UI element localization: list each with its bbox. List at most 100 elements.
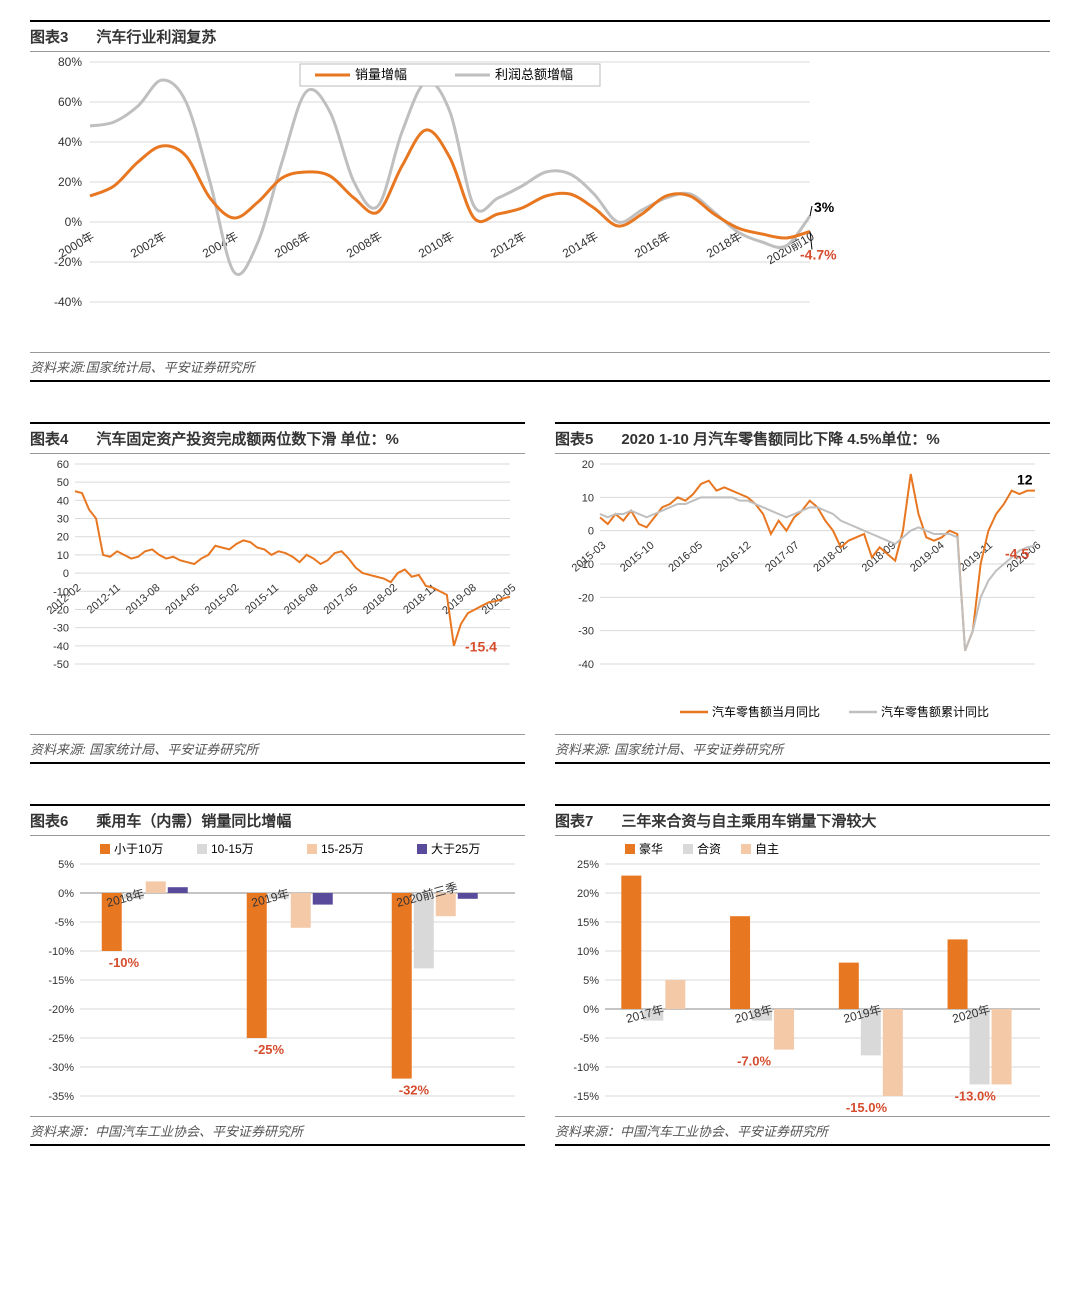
svg-text:2018年: 2018年: [105, 886, 146, 910]
svg-text:-30: -30: [578, 626, 594, 638]
row-67: 图表6 乘用车（内需）销量同比增幅 -35%-30%-25%-20%-15%-1…: [30, 804, 1050, 1146]
chart4-source: 资料来源: 国家统计局、平安证券研究所: [30, 734, 525, 764]
chart7-title: 三年来合资与自主乘用车销量下滑较大: [621, 810, 876, 831]
svg-text:2010年: 2010年: [416, 229, 457, 260]
svg-text:-25%: -25%: [48, 1033, 74, 1045]
svg-text:2012-11: 2012-11: [85, 582, 123, 617]
svg-text:-30: -30: [53, 623, 69, 635]
svg-text:10%: 10%: [577, 946, 599, 958]
svg-text:2018-09: 2018-09: [860, 539, 899, 574]
svg-text:2015-02: 2015-02: [203, 582, 242, 617]
chart3-source: 资料来源:国家统计局、平安证券研究所: [30, 352, 1050, 382]
svg-text:0%: 0%: [58, 888, 74, 900]
svg-text:-40: -40: [53, 641, 69, 653]
chart5-title: 2020 1-10 月汽车零售额同比下降 4.5%单位：%: [621, 428, 939, 449]
svg-text:2013-08: 2013-08: [124, 582, 163, 617]
chart6-num: 图表6: [30, 810, 68, 831]
chart3-title: 汽车行业利润复苏: [96, 26, 216, 47]
svg-text:5%: 5%: [58, 859, 74, 871]
svg-text:30: 30: [57, 514, 69, 526]
svg-text:2012年: 2012年: [488, 229, 529, 260]
svg-text:60%: 60%: [58, 95, 82, 109]
chart3-num: 图表3: [30, 26, 68, 47]
svg-text:20: 20: [57, 532, 69, 544]
svg-text:大于25万: 大于25万: [431, 842, 480, 856]
svg-text:-7.0%: -7.0%: [737, 1054, 771, 1069]
chart3-svg: -40%-20%0%20%40%60%80%2000年2002年2004年200…: [30, 52, 850, 352]
svg-text:2019-04: 2019-04: [908, 539, 947, 574]
chart3-title-bar: 图表3 汽车行业利润复苏: [30, 20, 1050, 52]
svg-text:-5%: -5%: [54, 917, 74, 929]
svg-text:小于10万: 小于10万: [114, 842, 163, 856]
svg-text:2004年: 2004年: [200, 229, 241, 260]
svg-text:销量增幅: 销量增幅: [355, 67, 407, 82]
svg-text:2018-02: 2018-02: [361, 582, 400, 617]
svg-text:20%: 20%: [577, 888, 599, 900]
chart4-svg: -50-40-30-20-1001020304050602012-022012-…: [30, 454, 525, 734]
svg-text:2019-08: 2019-08: [440, 582, 479, 617]
svg-text:2019-11: 2019-11: [957, 539, 995, 574]
svg-text:-50: -50: [53, 659, 69, 671]
svg-text:10: 10: [57, 550, 69, 562]
row-45: 图表4 汽车固定资产投资完成额两位数下滑 单位：% -50-40-30-20-1…: [30, 422, 1050, 764]
svg-text:-15%: -15%: [573, 1091, 599, 1103]
svg-text:自主: 自主: [755, 842, 779, 856]
svg-text:豪华: 豪华: [639, 841, 663, 856]
svg-text:2016-12: 2016-12: [715, 539, 754, 574]
svg-text:2014-05: 2014-05: [163, 582, 202, 617]
svg-text:-5%: -5%: [579, 1033, 599, 1045]
svg-text:2008年: 2008年: [344, 229, 385, 260]
chart6-svg: -35%-30%-25%-20%-15%-10%-5%0%5%2018年-10%…: [30, 836, 525, 1116]
svg-text:-10%: -10%: [48, 946, 74, 958]
chart7-source: 资料来源：中国汽车工业协会、平安证券研究所: [555, 1116, 1050, 1146]
svg-text:2016-05: 2016-05: [666, 539, 705, 574]
svg-text:-20%: -20%: [48, 1004, 74, 1016]
svg-text:-4.5: -4.5: [1005, 546, 1029, 562]
chart4-title-bar: 图表4 汽车固定资产投资完成额两位数下滑 单位：%: [30, 422, 525, 454]
svg-text:40%: 40%: [58, 135, 82, 149]
chart5-title-bar: 图表5 2020 1-10 月汽车零售额同比下降 4.5%单位：%: [555, 422, 1050, 454]
svg-text:2019年: 2019年: [250, 886, 291, 910]
svg-text:2015-11: 2015-11: [243, 582, 281, 617]
svg-text:5%: 5%: [583, 975, 599, 987]
svg-text:-13.0%: -13.0%: [955, 1088, 997, 1103]
svg-text:2006年: 2006年: [272, 229, 313, 260]
svg-text:80%: 80%: [58, 55, 82, 69]
svg-text:2017-05: 2017-05: [322, 582, 361, 617]
svg-text:利润总额增幅: 利润总额增幅: [495, 67, 573, 82]
svg-text:12: 12: [1017, 472, 1033, 488]
svg-text:15%: 15%: [577, 917, 599, 929]
svg-text:-25%: -25%: [254, 1042, 285, 1057]
chart7-title-bar: 图表7 三年来合资与自主乘用车销量下滑较大: [555, 804, 1050, 836]
svg-text:-40%: -40%: [54, 295, 82, 309]
chart4-title: 汽车固定资产投资完成额两位数下滑 单位：%: [96, 428, 399, 449]
chart5-svg: -40-30-20-10010202015-032015-102016-0520…: [555, 454, 1050, 734]
chart4-block: 图表4 汽车固定资产投资完成额两位数下滑 单位：% -50-40-30-20-1…: [30, 422, 525, 764]
chart6-title: 乘用车（内需）销量同比增幅: [96, 810, 291, 831]
svg-text:-35%: -35%: [48, 1091, 74, 1103]
svg-text:2015-10: 2015-10: [618, 539, 657, 574]
svg-text:-32%: -32%: [399, 1083, 430, 1098]
svg-text:2016-08: 2016-08: [282, 582, 321, 617]
svg-text:2016年: 2016年: [632, 229, 673, 260]
svg-text:2002年: 2002年: [128, 229, 169, 260]
svg-text:60: 60: [57, 459, 69, 471]
chart7-num: 图表7: [555, 810, 593, 831]
svg-text:-4.7%: -4.7%: [800, 246, 837, 262]
svg-text:10-15万: 10-15万: [211, 842, 254, 856]
svg-text:20: 20: [582, 459, 594, 471]
chart4-num: 图表4: [30, 428, 68, 449]
chart5-num: 图表5: [555, 428, 593, 449]
svg-text:-10%: -10%: [109, 955, 140, 970]
svg-text:2014年: 2014年: [560, 229, 601, 260]
svg-text:20%: 20%: [58, 175, 82, 189]
svg-text:-20: -20: [578, 592, 594, 604]
chart6-block: 图表6 乘用车（内需）销量同比增幅 -35%-30%-25%-20%-15%-1…: [30, 804, 525, 1146]
svg-text:0: 0: [63, 568, 69, 580]
chart6-title-bar: 图表6 乘用车（内需）销量同比增幅: [30, 804, 525, 836]
svg-text:合资: 合资: [697, 841, 721, 856]
svg-text:50: 50: [57, 477, 69, 489]
svg-text:15-25万: 15-25万: [321, 842, 364, 856]
svg-text:25%: 25%: [577, 859, 599, 871]
svg-text:0: 0: [588, 526, 594, 538]
